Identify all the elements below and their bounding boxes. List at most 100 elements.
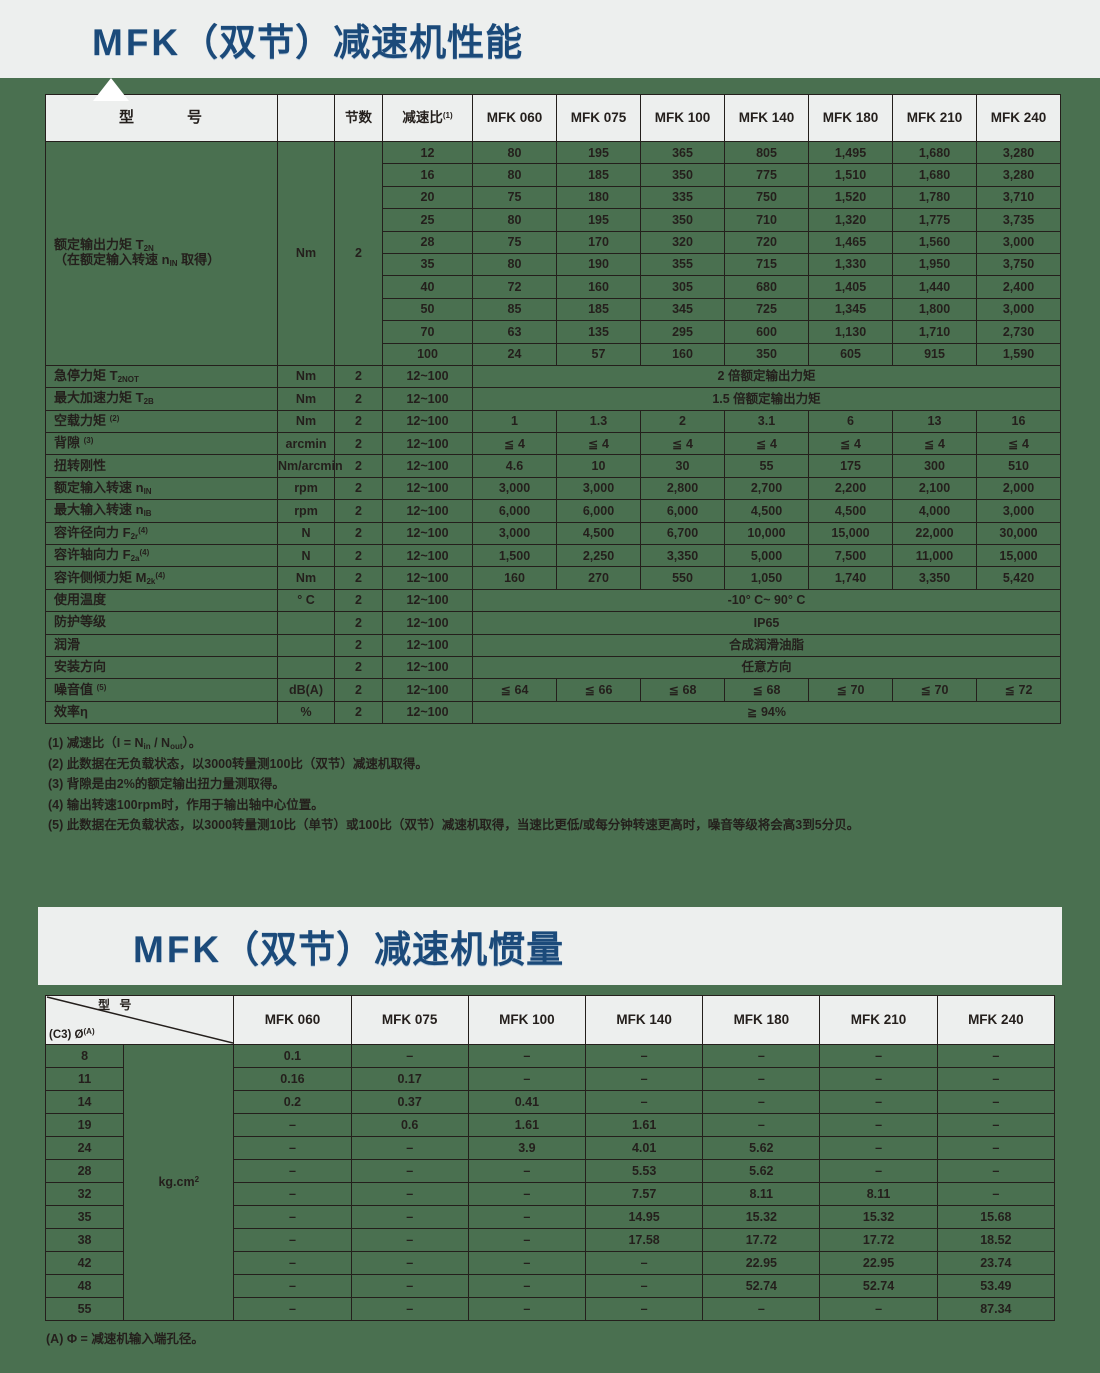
table-row: 润滑 2 12~100 合成润滑油脂 [45, 633, 1061, 657]
row-unit: rpm [277, 476, 335, 501]
data-cell: 75 [472, 185, 557, 210]
ratio-cell: 28 [382, 230, 473, 254]
bore-cell: 32 [44, 1182, 125, 1207]
row-stages: 2 [334, 633, 383, 657]
inertia-title-latin: MFK [133, 929, 223, 971]
ratio-cell: 12~100 [382, 544, 473, 568]
header-ratio-text: 减速比 [402, 110, 443, 126]
data-cell: 0.1 [233, 1044, 352, 1069]
data-cell: 135 [556, 320, 641, 344]
data-cell: 710 [724, 208, 809, 232]
data-cell: 1,680 [892, 140, 977, 165]
data-cell: 4.01 [584, 1136, 704, 1161]
header-model-col-5: MFK 210 [892, 94, 977, 142]
data-cell: – [702, 1090, 821, 1115]
data-cell: – [467, 1297, 587, 1322]
data-cell: 7.57 [584, 1182, 704, 1207]
merged-data-cell: ≧ 94% [472, 700, 1061, 725]
data-cell: 4.6 [472, 454, 557, 478]
data-cell: – [233, 1159, 352, 1184]
inertia-footnote: (A) Φ = 减速机输入端孔径。 [46, 1332, 204, 1347]
data-cell: ≦ 66 [556, 678, 641, 702]
data-cell: – [819, 1067, 938, 1092]
data-cell: 22,000 [892, 521, 977, 546]
data-cell: ≦ 4 [808, 432, 893, 456]
data-cell: 175 [808, 454, 893, 478]
data-cell: 160 [556, 275, 641, 299]
ratio-cell: 12~100 [382, 566, 473, 590]
data-cell: – [467, 1205, 587, 1230]
data-cell: – [702, 1067, 821, 1092]
header-ratio: 减速比(1) [382, 94, 473, 142]
footnote-5: (5) 此数据在无负载状态，以3000转量测10比（单节）或100比（双节）减速… [48, 817, 860, 832]
ratio-cell: 12~100 [382, 678, 473, 702]
row-label: 效率η [45, 700, 278, 725]
row-label: 最大输入转速 nIB [45, 499, 278, 523]
table-row: 额定输出力矩 T2N （在额定输入转速 nIN 取得） Nm 2 12 80 195 365 8… [45, 140, 1061, 366]
data-cell: ≦ 72 [976, 678, 1061, 702]
data-cell: 5.53 [584, 1159, 704, 1184]
table-row: 容许轴向力 F2a(4) N 2 12~100 1,500 2,250 3,350 5,000… [45, 544, 1061, 568]
data-cell: 3,000 [556, 476, 641, 501]
data-cell: 180 [556, 185, 641, 210]
row-unit: Nm [277, 364, 335, 389]
table-row: 容许径向力 F2r(4) N 2 12~100 3,000 4,500 6,700 10,00… [45, 521, 1061, 546]
merged-data-cell: -10° C~ 90° C [472, 588, 1061, 613]
data-cell: – [467, 1044, 587, 1069]
row-unit: Nm/arcmin [277, 454, 343, 478]
data-cell: 185 [556, 297, 641, 322]
bore-cell: 19 [44, 1113, 125, 1138]
table-row: 急停力矩 T2NOT Nm 2 12~100 2 倍额定输出力矩 [45, 364, 1061, 389]
ratio-cell: 12~100 [382, 364, 473, 389]
performance-section-header: MFK（双节）减速机性能 [0, 0, 1100, 78]
row-label-rated-output-torque: 额定输出力矩 T2N （在额定输入转速 nIN 取得） [45, 141, 278, 366]
row-label: 急停力矩 T2NOT [45, 364, 278, 389]
data-cell: 350 [724, 342, 809, 366]
row-stages: 2 [334, 566, 383, 590]
data-cell: 0.2 [233, 1090, 352, 1115]
data-cell: 345 [640, 297, 725, 322]
data-cell: 6,700 [640, 521, 725, 546]
data-cell: – [467, 1182, 587, 1207]
data-cell: – [233, 1251, 352, 1276]
data-cell: 1,740 [808, 566, 893, 590]
ratio-cell: 12~100 [382, 476, 473, 501]
row-label: 噪音值 (5) [45, 678, 278, 702]
table-row: 32– – –7.57 8.11 8.11– [44, 1182, 1056, 1207]
data-cell: 8.11 [819, 1182, 938, 1207]
data-cell: 195 [556, 208, 641, 232]
table-row: 50 85 185 345 725 1,345 1,800 3,000 [46, 297, 1061, 322]
data-cell: – [936, 1113, 1056, 1138]
table-row: 最大加速力矩 T2B Nm 2 12~100 1.5 倍额定输出力矩 [45, 387, 1061, 411]
data-cell: 1,775 [892, 208, 977, 232]
perf-header-row: 型 号 节数 减速比(1) MFK 060 MFK 075 MFK 100 MF… [45, 94, 1061, 142]
data-cell: 350 [640, 163, 725, 187]
header-model-col-6: MFK 240 [976, 94, 1061, 142]
table-row: 安装方向 2 12~100 任意方向 [45, 655, 1061, 680]
data-cell: – [350, 1044, 469, 1069]
inertia-title: MFK（双节）减速机惯量 [133, 919, 564, 973]
data-cell: – [350, 1136, 469, 1161]
merged-data-cell: 合成润滑油脂 [472, 633, 1061, 657]
data-cell: – [467, 1274, 587, 1299]
data-cell: – [233, 1205, 352, 1230]
data-cell: 5,000 [724, 544, 809, 568]
table-row: 19–0.6 1.61 1.61– – – [44, 1113, 1056, 1138]
row-unit: Nm [277, 566, 335, 590]
table-row: 容许侧倾力矩 M2k(4) Nm 2 12~100 160 270 550 1,050 1,74… [45, 566, 1061, 590]
table-row: 40 72 160 305 680 1,405 1,440 2,400 [46, 275, 1061, 299]
data-cell: 605 [808, 342, 893, 366]
data-cell: – [936, 1136, 1056, 1161]
inertia-header-col-5: MFK 210 [819, 995, 938, 1046]
row-label: 润滑 [45, 633, 278, 657]
row-label: 空载力矩 (2) [45, 409, 278, 434]
ratio-cell: 12~100 [382, 432, 473, 456]
data-cell: ≦ 68 [724, 678, 809, 702]
data-cell: – [819, 1136, 938, 1161]
data-cell: 52.74 [819, 1274, 938, 1299]
data-cell: 80 [472, 163, 557, 187]
data-cell: 805 [724, 140, 809, 165]
data-cell: 30 [640, 454, 725, 478]
data-cell: 510 [976, 454, 1061, 478]
row-unit: rpm [277, 499, 335, 523]
